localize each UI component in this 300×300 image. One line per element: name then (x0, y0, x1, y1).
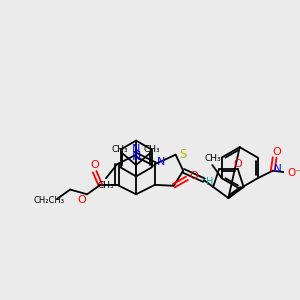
Text: CH₃: CH₃ (112, 145, 128, 154)
Text: H: H (206, 177, 213, 187)
Text: O: O (77, 195, 86, 205)
Text: CH₃: CH₃ (204, 154, 220, 163)
Text: O: O (90, 160, 99, 170)
Text: CH₃: CH₃ (144, 145, 160, 154)
Text: CH₃: CH₃ (98, 181, 114, 190)
Text: O⁻: O⁻ (287, 168, 300, 178)
Text: O: O (233, 159, 242, 170)
Text: N: N (274, 164, 281, 174)
Text: S: S (179, 148, 187, 161)
Text: N: N (132, 144, 140, 154)
Text: O: O (189, 171, 198, 182)
Text: N: N (157, 157, 166, 167)
Text: O: O (272, 147, 281, 157)
Text: N: N (131, 150, 141, 163)
Text: CH₂CH₃: CH₂CH₃ (34, 196, 65, 206)
